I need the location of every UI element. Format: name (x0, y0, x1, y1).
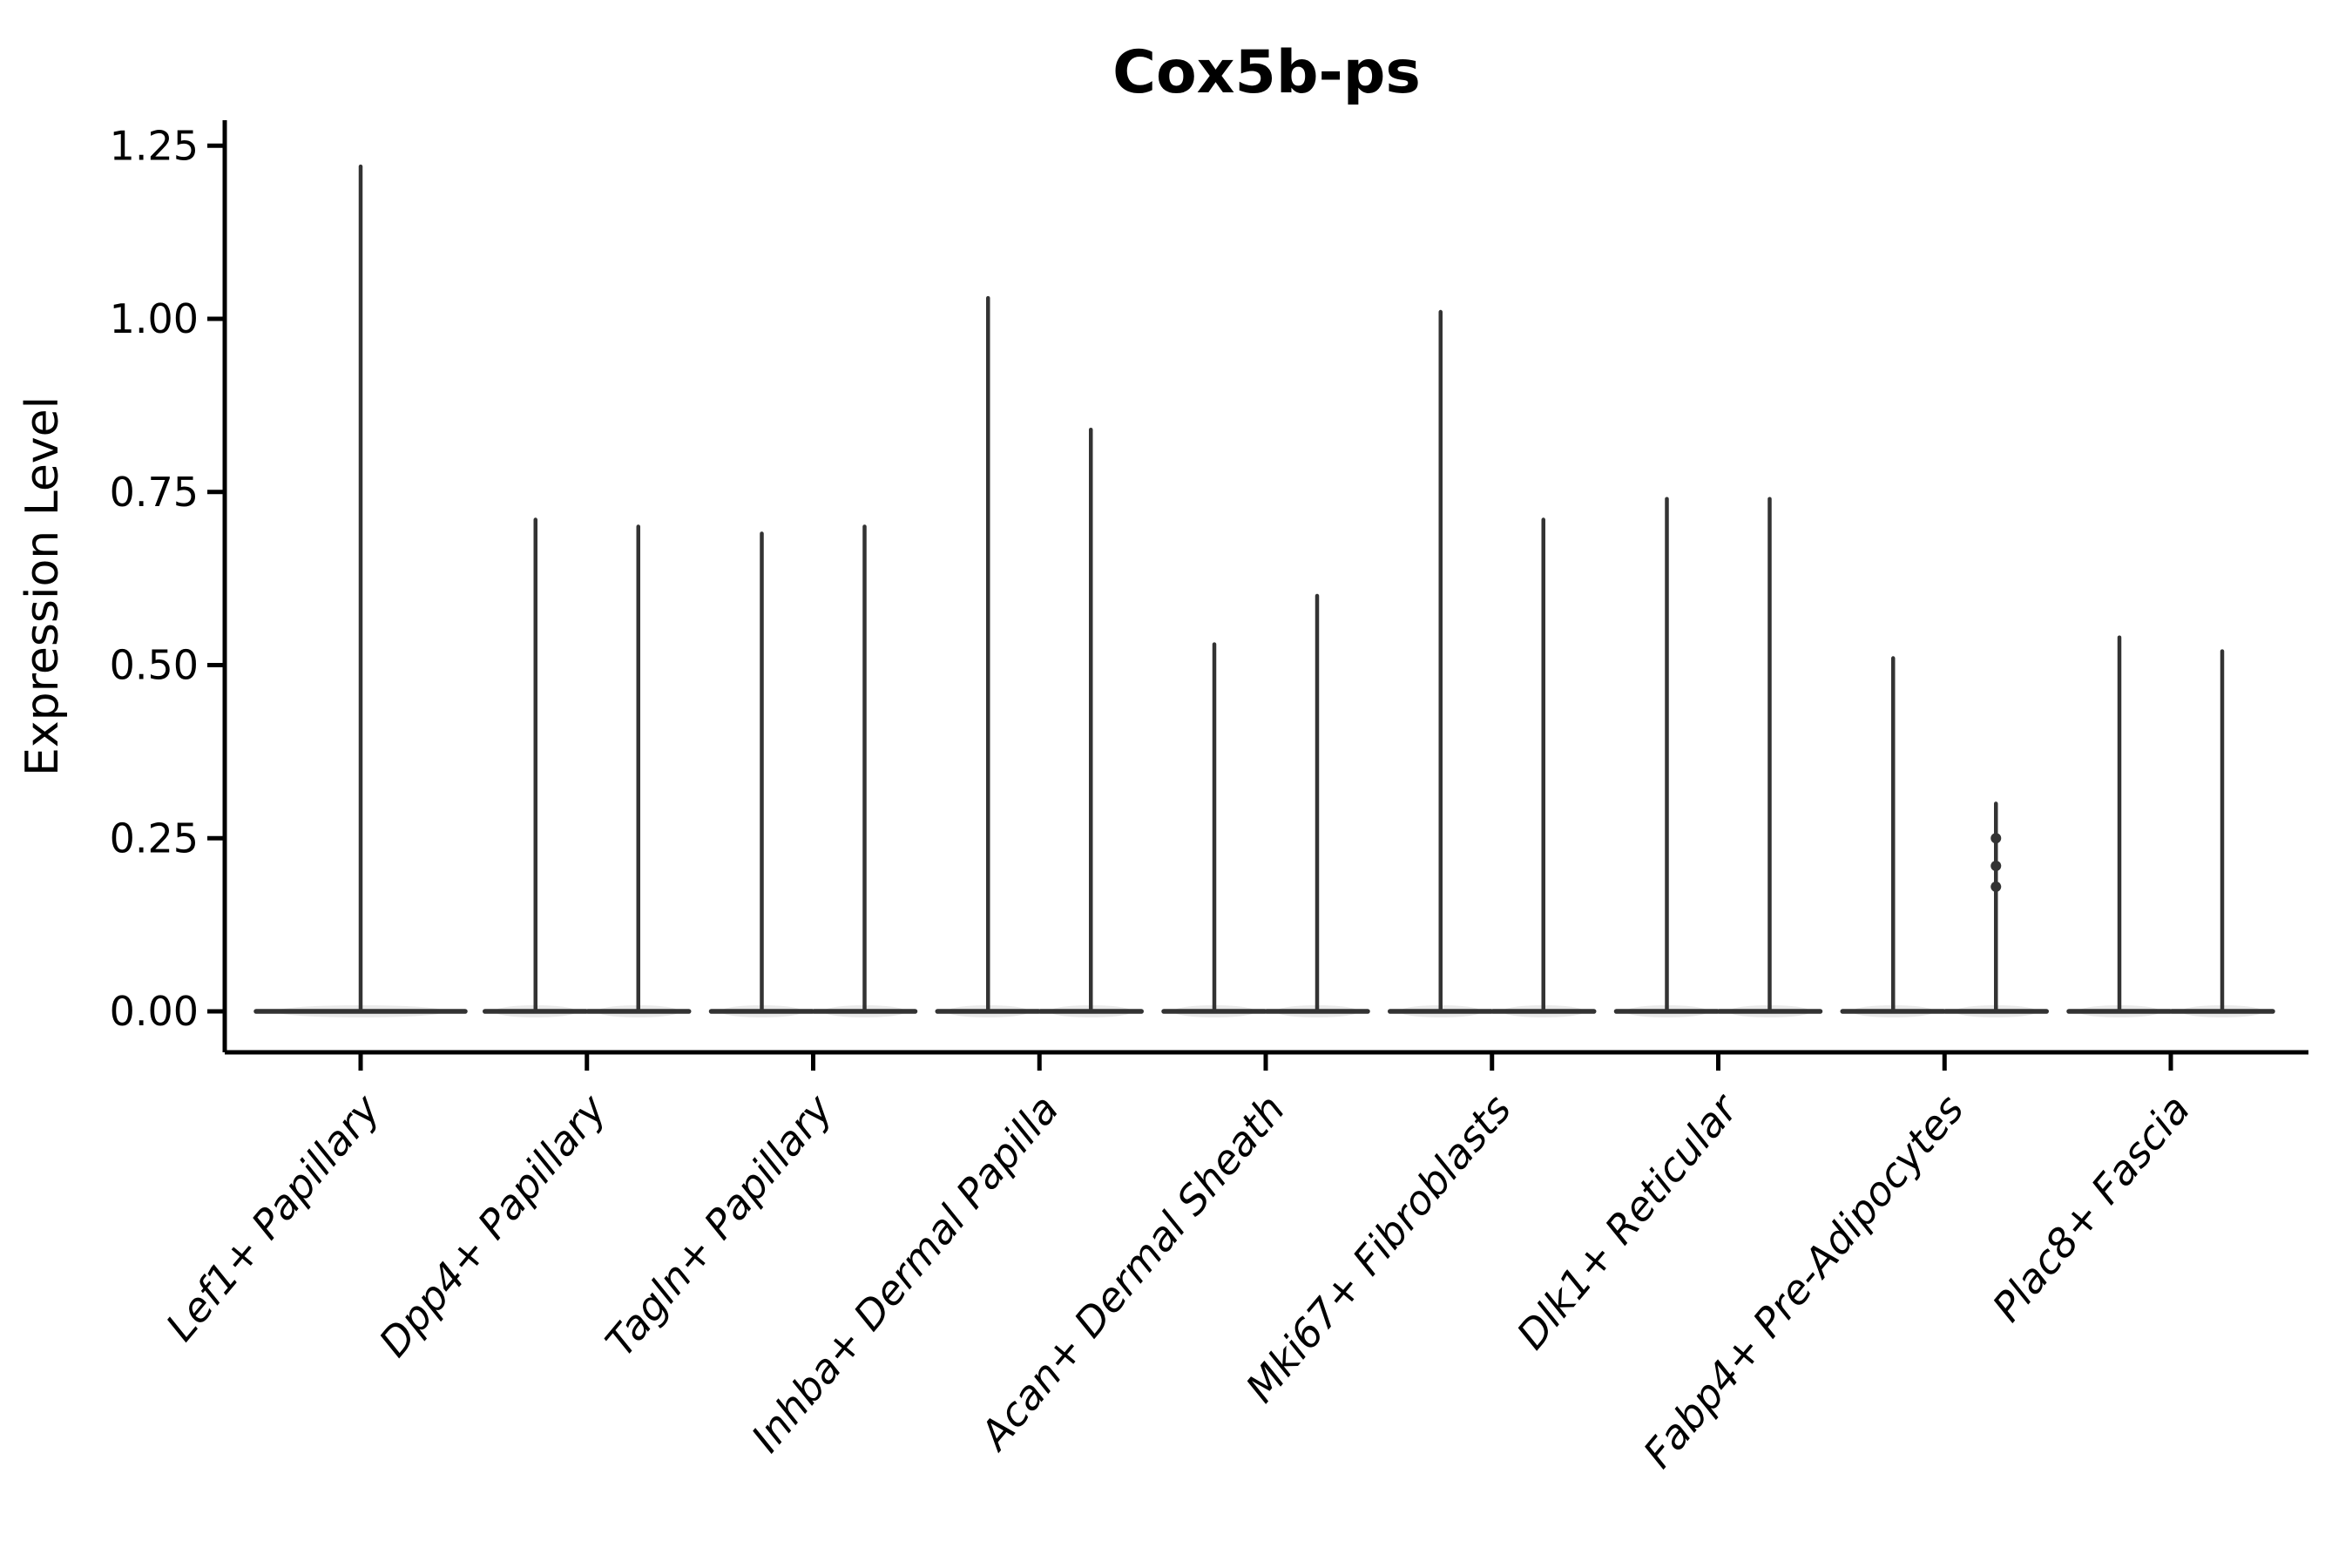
x-tick-label: Lef1+ Papillary (157, 1085, 389, 1350)
y-tick-label: 0.00 (110, 988, 199, 1035)
y-tick-label: 0.50 (110, 642, 199, 689)
violin (1716, 497, 1823, 1017)
expression-dot (1990, 861, 2002, 872)
chart-title: Cox5b-ps (1112, 38, 1421, 107)
violin (1388, 309, 1494, 1017)
violin (2169, 649, 2275, 1017)
violin (708, 531, 815, 1017)
y-tick-label: 1.25 (110, 122, 199, 169)
expression-dot (1990, 881, 2002, 892)
y-tick-label: 0.75 (110, 469, 199, 516)
violin (1037, 427, 1144, 1017)
x-tick-label: Plac8+ Fascia (1984, 1085, 2200, 1330)
violin (935, 295, 1041, 1017)
violin (1943, 801, 2049, 1017)
violin (483, 517, 589, 1017)
x-tick-label: Dpp4+ Papillary (369, 1085, 615, 1366)
x-tick-label: Tagln+ Papillary (596, 1085, 841, 1365)
x-tick-label: Mki67+ Fibroblasts (1236, 1085, 1520, 1411)
violin (811, 524, 918, 1017)
y-tick-label: 0.25 (110, 814, 199, 862)
violin (1264, 593, 1370, 1017)
violin (1490, 517, 1597, 1017)
violin (1161, 642, 1267, 1017)
violin (1613, 497, 1720, 1017)
expression-dot (1990, 833, 2002, 844)
violin (585, 524, 692, 1017)
violin (1840, 656, 1946, 1017)
violin (253, 164, 468, 1017)
y-tick-label: 1.00 (110, 295, 199, 342)
violins-layer (253, 164, 2275, 1017)
violin (2066, 635, 2173, 1017)
y-axis-label: Expression Level (17, 396, 69, 776)
x-tick-label: Dlk1+ Reticular (1507, 1084, 1747, 1358)
